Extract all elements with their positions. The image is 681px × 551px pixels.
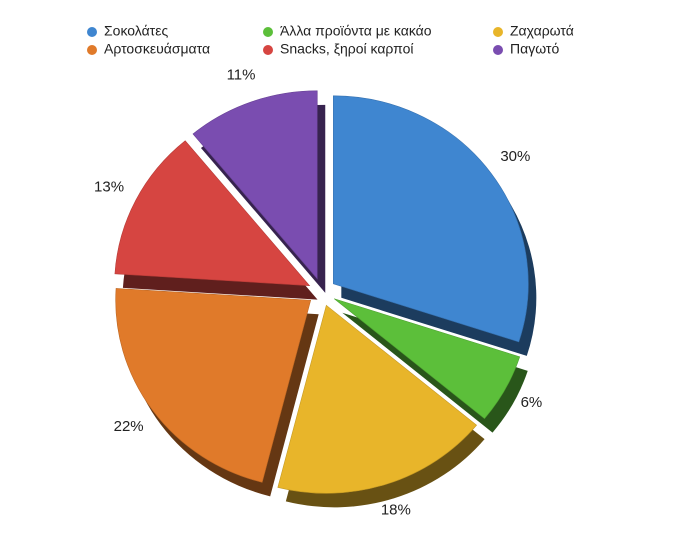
legend-label: Ζαχαρωτά	[510, 23, 574, 39]
legend-label: Παγωτό	[510, 41, 559, 57]
slice	[115, 288, 312, 483]
data-label: 30%	[500, 148, 530, 165]
legend-marker	[263, 27, 273, 37]
legend-label: Σοκολάτες	[104, 23, 168, 39]
slice	[192, 90, 318, 280]
slice-tops	[114, 90, 529, 494]
slice	[334, 298, 521, 419]
data-label: 6%	[521, 394, 543, 411]
legend-marker	[87, 27, 97, 37]
slice	[277, 304, 478, 494]
legend-marker	[493, 45, 503, 55]
slice	[333, 95, 529, 343]
legend-marker	[87, 45, 97, 55]
data-label: 18%	[381, 502, 411, 519]
legend-label: Αρτοσκευάσματα	[104, 41, 210, 57]
data-label: 22%	[114, 418, 144, 435]
legend-label: Άλλα προϊόντα με κακάο	[280, 23, 432, 39]
legend-marker	[263, 45, 273, 55]
legend-marker	[493, 27, 503, 37]
legend-label: Snacks, ξηροί καρποί	[280, 41, 414, 57]
slice	[114, 140, 311, 286]
data-label: 11%	[227, 67, 256, 84]
data-label: 13%	[94, 179, 124, 196]
